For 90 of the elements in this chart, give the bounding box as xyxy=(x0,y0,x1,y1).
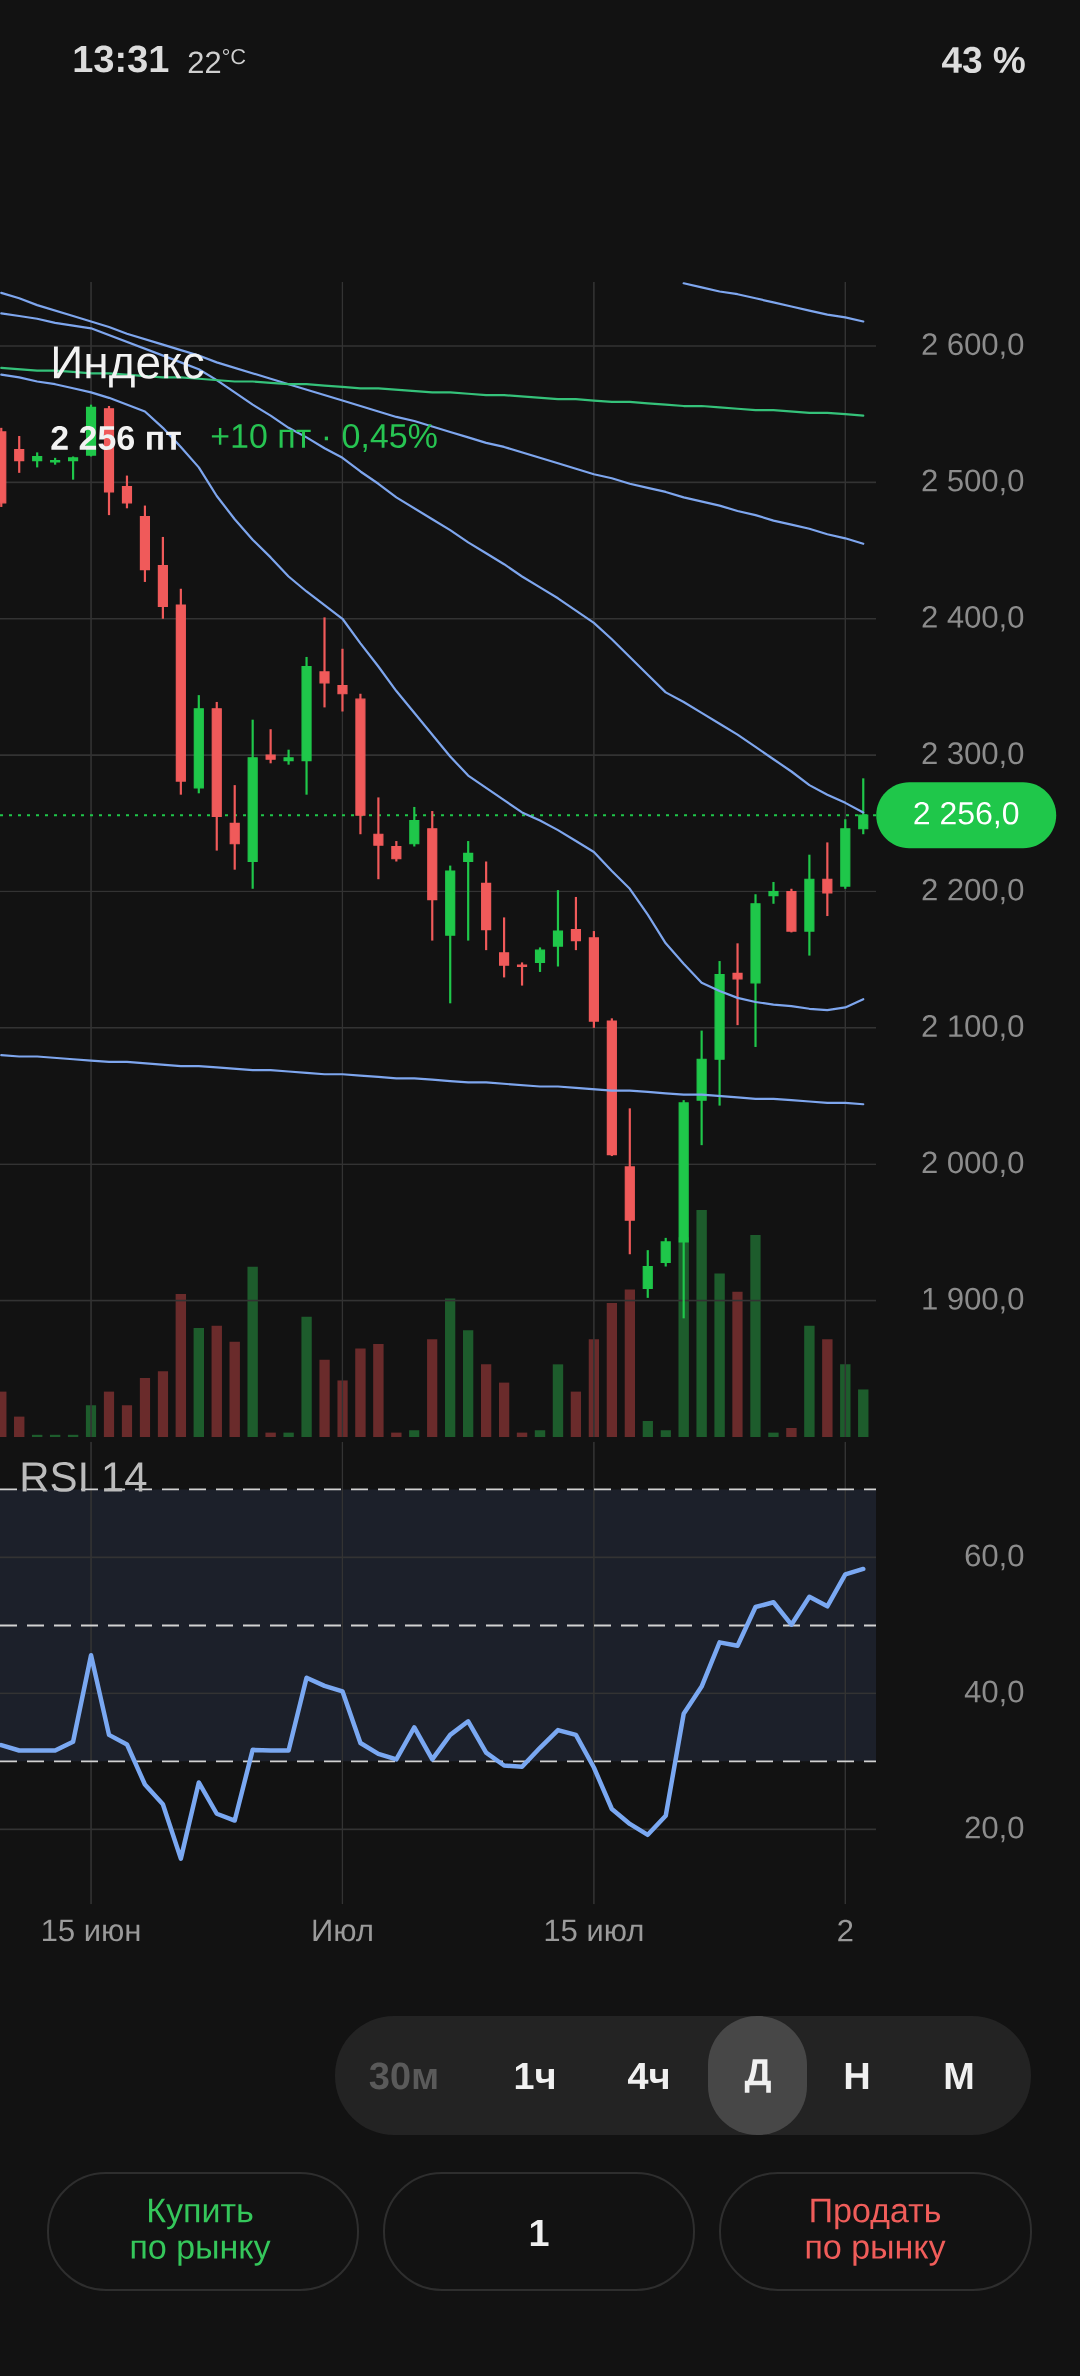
bar xyxy=(606,1303,618,1437)
bar xyxy=(409,1430,420,1437)
text: 22$^{°C}$ xyxy=(188,48,246,74)
candlestick xyxy=(14,434,25,474)
ref-line-label: 2 256,0 xyxy=(914,801,1019,829)
text: 1 xyxy=(530,2219,549,2247)
bar xyxy=(175,1293,187,1437)
bar xyxy=(247,1266,258,1437)
y-tick-label: 1 900,0 xyxy=(923,1287,1024,1314)
bar xyxy=(193,1328,205,1437)
text: 13:31 xyxy=(74,45,169,73)
text: Купить xyxy=(149,2198,253,2230)
y-tick-label: 20,0 xyxy=(965,1816,1024,1843)
bar xyxy=(534,1430,546,1437)
text: по рынку xyxy=(806,2240,946,2266)
bar xyxy=(373,1343,384,1437)
candlestick xyxy=(732,942,743,1027)
candlestick xyxy=(822,841,833,918)
x-tick-label: Июл xyxy=(313,1919,372,1942)
candlestick xyxy=(121,474,133,510)
bar xyxy=(462,1330,474,1437)
bar xyxy=(445,1298,456,1437)
bar xyxy=(121,1405,133,1437)
bar xyxy=(804,1325,815,1437)
candlestick xyxy=(499,916,510,979)
bar xyxy=(157,1371,169,1437)
bar xyxy=(229,1341,240,1437)
x-tick-label: 15 июн xyxy=(43,1919,140,1942)
y-tick-label: 60,0 xyxy=(965,1544,1024,1571)
bar xyxy=(714,1273,725,1437)
bar xyxy=(211,1325,222,1437)
bar xyxy=(498,1382,510,1437)
candlestick xyxy=(768,880,779,905)
bar xyxy=(750,1234,761,1437)
candlestick xyxy=(516,961,528,987)
candlestick xyxy=(660,1236,671,1268)
candlestick xyxy=(570,895,582,952)
bar xyxy=(355,1348,366,1437)
bar xyxy=(660,1430,671,1437)
bar xyxy=(103,1391,115,1437)
bar xyxy=(427,1339,438,1437)
candlestick xyxy=(534,946,546,974)
bar xyxy=(696,1209,707,1437)
annotation: +10 пт · 0,45% xyxy=(211,423,437,453)
bar xyxy=(301,1316,312,1437)
chart-title: RSI 14 xyxy=(22,1462,147,1492)
candlestick xyxy=(229,784,240,871)
bar xyxy=(570,1391,582,1437)
bar xyxy=(858,1389,869,1437)
candlestick xyxy=(283,748,294,766)
candlestick xyxy=(463,839,474,942)
y-tick-label: 40,0 xyxy=(964,1680,1024,1707)
y-tick-label: 2 400,0 xyxy=(922,605,1024,632)
candlestick xyxy=(552,889,564,968)
bar xyxy=(786,1427,797,1437)
text: 43 % xyxy=(942,46,1025,74)
bar xyxy=(14,1416,25,1437)
bar xyxy=(319,1359,330,1437)
text: Продать xyxy=(811,2198,941,2230)
bar xyxy=(391,1432,402,1437)
candlestick xyxy=(373,796,384,881)
candlestick xyxy=(265,728,276,765)
text: Н xyxy=(845,2062,869,2090)
text: Д xyxy=(744,2059,771,2093)
x-tick-label: 15 июл xyxy=(545,1919,643,1942)
line-series xyxy=(682,282,865,323)
bar xyxy=(265,1432,276,1437)
candlestick xyxy=(391,839,402,863)
bar xyxy=(480,1364,492,1437)
candlestick xyxy=(68,455,79,481)
y-tick-label: 2 100,0 xyxy=(922,1015,1024,1041)
text: по рынку xyxy=(131,2240,271,2266)
y-tick-label: 2 600,0 xyxy=(922,333,1024,359)
y-tick-label: 2 300,0 xyxy=(922,742,1024,768)
candlestick xyxy=(319,616,330,709)
candlestick xyxy=(642,1249,653,1299)
bar xyxy=(822,1339,833,1437)
x-tick-label: 2 xyxy=(838,1919,853,1942)
bar xyxy=(732,1291,743,1437)
bar xyxy=(552,1364,564,1437)
text: 1ч xyxy=(515,2062,554,2090)
y-tick-label: 2 200,0 xyxy=(922,878,1024,905)
text: 4ч xyxy=(627,2062,668,2090)
text: М xyxy=(945,2062,973,2090)
bar xyxy=(624,1289,636,1437)
bar xyxy=(139,1377,151,1437)
y-tick-label: 2 500,0 xyxy=(922,469,1024,496)
y-tick-label: 2 000,0 xyxy=(922,1151,1024,1178)
candlestick xyxy=(337,647,348,713)
bar xyxy=(642,1421,653,1437)
